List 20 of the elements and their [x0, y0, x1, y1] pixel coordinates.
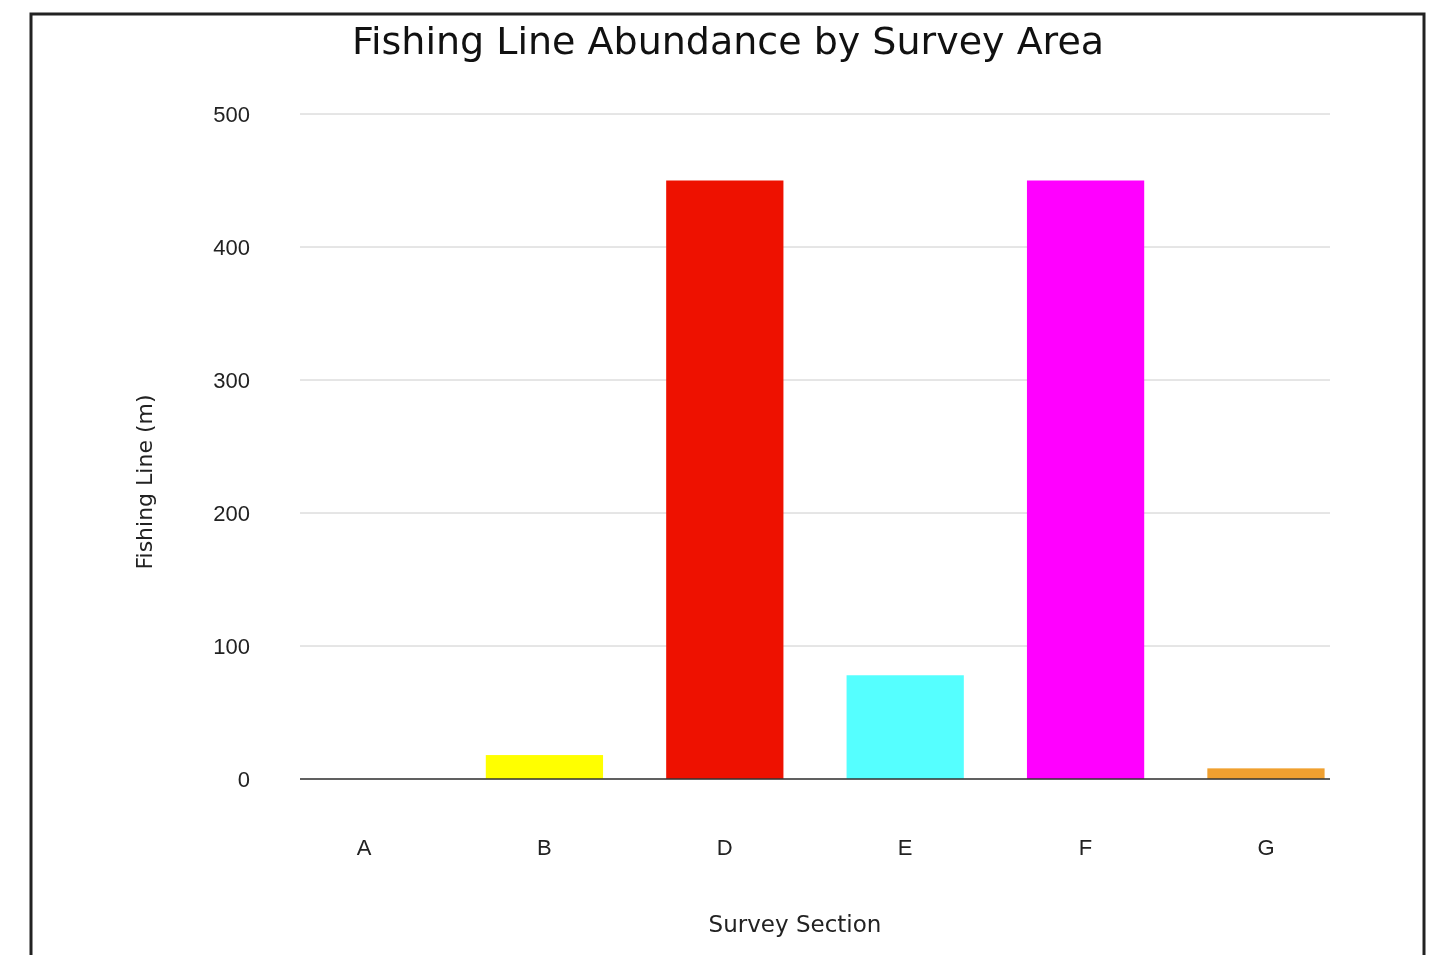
- x-axis-title: Survey Section: [708, 911, 882, 937]
- bar: [666, 180, 784, 779]
- x-tick-label: F: [1078, 834, 1093, 860]
- x-tick-label: D: [716, 834, 733, 860]
- chart-title: Fishing Line Abundance by Survey Area: [351, 19, 1105, 63]
- y-tick-label: 500: [213, 101, 250, 127]
- x-tick-label: E: [897, 834, 913, 860]
- y-tick-label: 300: [213, 367, 250, 393]
- bar: [485, 755, 604, 779]
- bar: [1207, 768, 1325, 779]
- bar: [846, 675, 964, 779]
- bar: [1026, 180, 1145, 779]
- x-tick-label: B: [537, 834, 552, 860]
- y-tick-label: 100: [213, 633, 250, 659]
- x-tick-label: A: [356, 834, 372, 860]
- x-tick-label: G: [1257, 834, 1275, 860]
- y-tick-label: 200: [213, 500, 250, 526]
- y-tick-label: 0: [237, 766, 250, 792]
- y-tick-label: 400: [213, 234, 250, 260]
- y-axis-title: Fishing Line (m): [132, 394, 157, 570]
